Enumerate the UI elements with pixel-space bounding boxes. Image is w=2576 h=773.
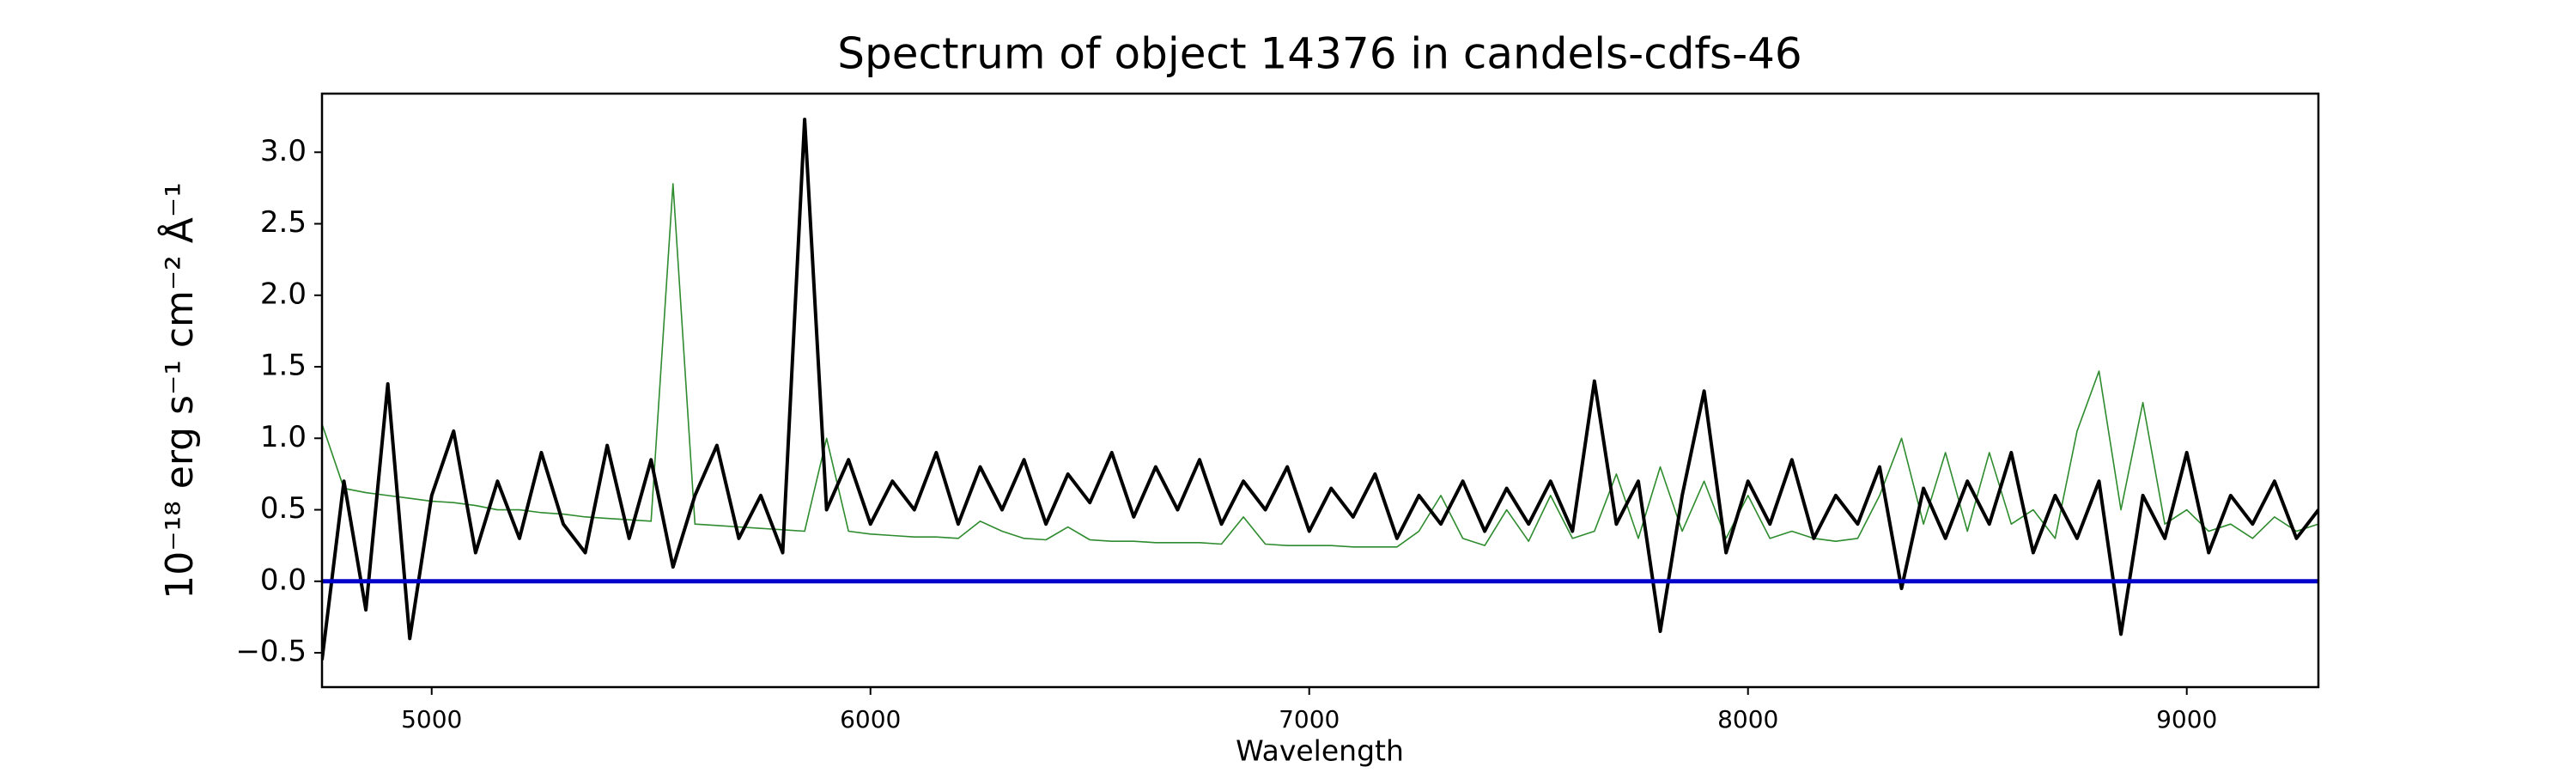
y-tick-label: 1.5: [260, 349, 307, 383]
x-tick-label: 5000: [401, 705, 462, 733]
y-tick-label: 0.5: [260, 491, 307, 526]
x-tick-label: 6000: [840, 705, 901, 733]
x-tick-label: 8000: [1717, 705, 1778, 733]
spectrum-line: [322, 117, 2318, 660]
y-tick-label: 2.5: [260, 205, 307, 240]
y-tick-label: 0.0: [260, 563, 307, 597]
y-tick-label: 2.0: [260, 277, 307, 311]
y-tick-label: 3.0: [260, 134, 307, 168]
chart-title: Spectrum of object 14376 in candels-cdfs…: [837, 29, 1802, 79]
plot-area: [322, 117, 2318, 660]
x-axis-label: Wavelength: [1236, 734, 1404, 768]
y-tick-label: 1.0: [260, 420, 307, 454]
spectrum-line: [322, 183, 2318, 548]
x-tick-label: 7000: [1279, 705, 1340, 733]
y-axis-label: 10⁻¹⁸ erg s⁻¹ cm⁻² Å⁻¹: [156, 182, 202, 599]
y-tick-label: −0.5: [235, 635, 307, 669]
plot-frame: [320, 92, 2320, 689]
x-tick-label: 9000: [2156, 705, 2217, 733]
